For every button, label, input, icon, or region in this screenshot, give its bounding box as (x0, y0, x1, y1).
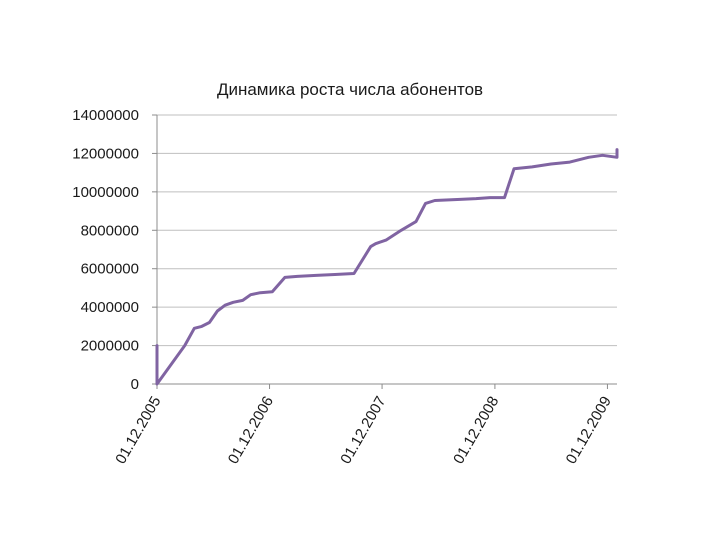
y-tick-label: 0 (131, 376, 139, 393)
series-group (155, 148, 619, 386)
y-tick-label: 10000000 (72, 184, 139, 201)
y-tick-label: 14000000 (72, 107, 139, 124)
y-tick-label: 6000000 (81, 261, 139, 278)
y-axis-tick-labels: 0 2000000 4000000 6000000 8000000 10000000 120… (72, 107, 139, 393)
x-tick-label: 01.12.2008 (450, 393, 502, 467)
series-line (155, 148, 619, 386)
y-tick-label: 2000000 (81, 338, 139, 355)
chart-title: Динамика роста числа абонентов (217, 80, 483, 99)
y-tick-label: 8000000 (81, 222, 139, 239)
axes (152, 114, 617, 389)
x-tick-label: 01.12.2005 (112, 394, 164, 468)
y-tick-label: 4000000 (81, 299, 139, 316)
y-tick-label: 12000000 (72, 145, 139, 162)
x-tick-label: 01.12.2007 (337, 394, 389, 468)
x-axis-tick-labels: 01.12.2005 01.12.2006 01.12.2007 01.12.2008… (112, 393, 615, 467)
x-tick-label: 01.12.2009 (563, 394, 615, 468)
x-tick-label: 01.12.2006 (225, 394, 277, 468)
grid-lines (157, 114, 617, 347)
